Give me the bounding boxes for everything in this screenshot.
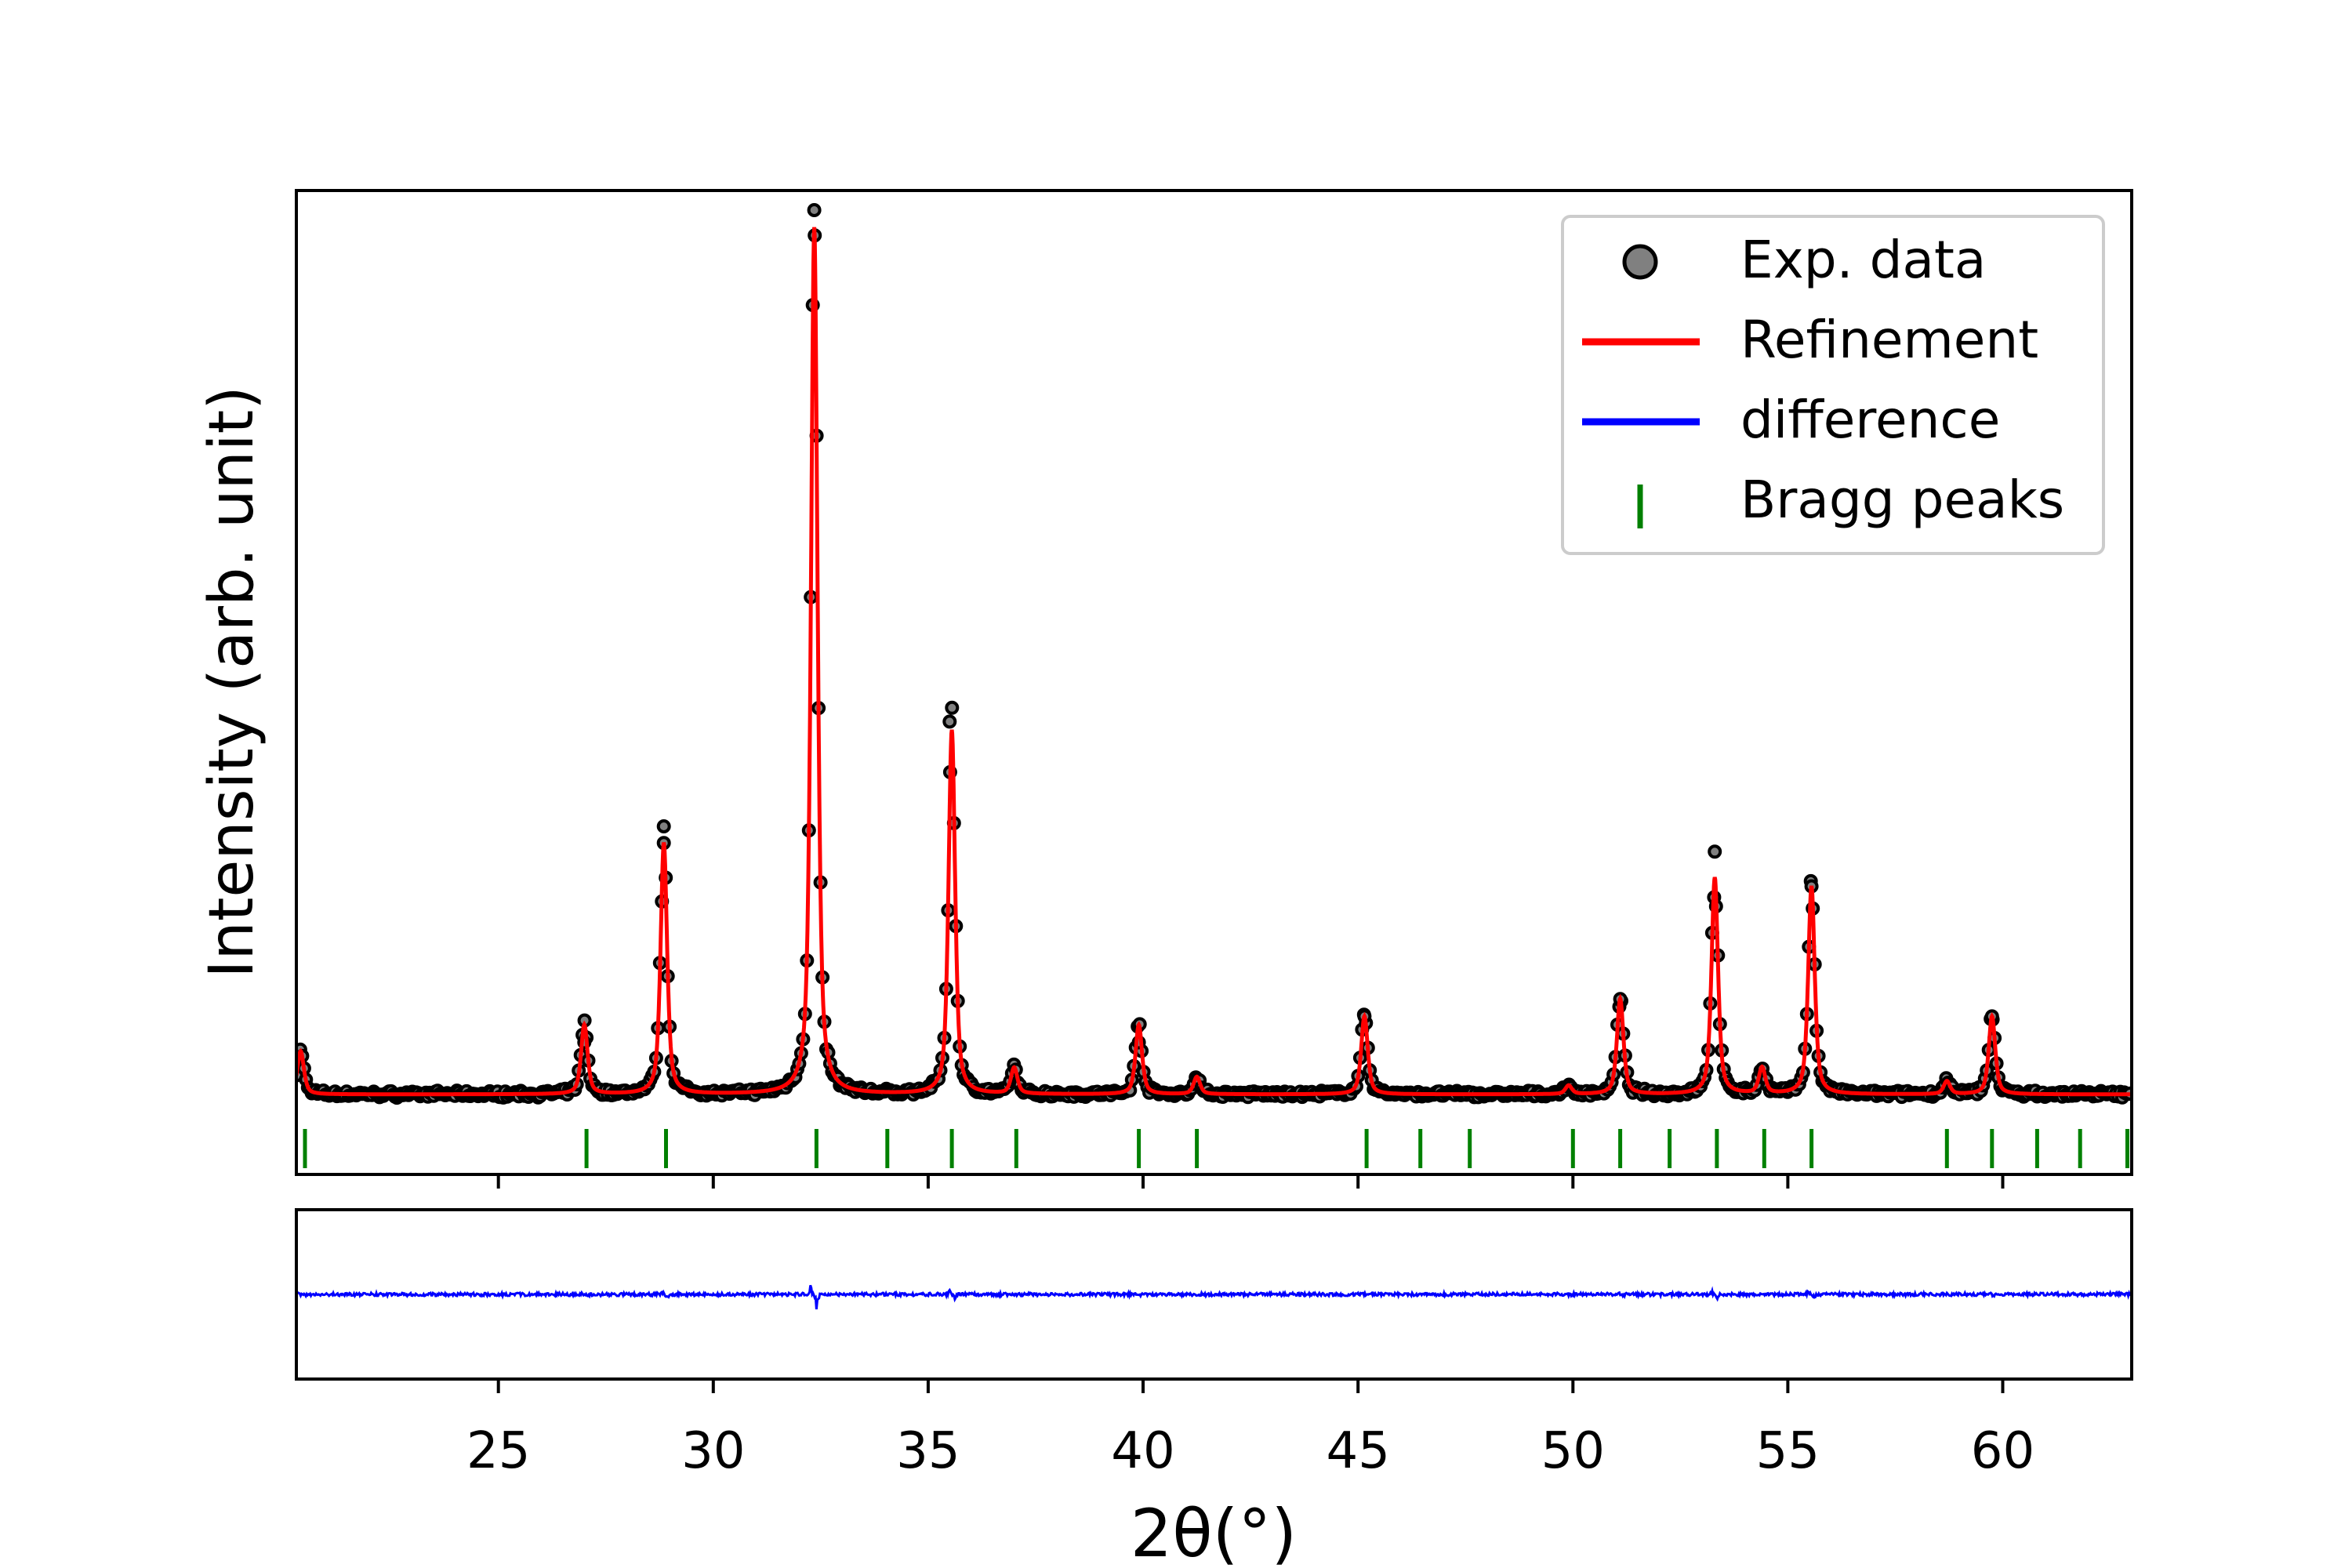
- difference-curve: [296, 1284, 2132, 1310]
- difference-plot-panel: 25 30 35 40 45 50 55 60 2θ(°): [295, 1208, 2133, 1568]
- refinement-curve: [296, 227, 2132, 1097]
- main-plot-panel: Intensity (arb. unit): [197, 189, 2133, 1189]
- main-plot-frame: [295, 189, 2133, 1176]
- x-tick-label: 50: [1541, 1422, 1605, 1480]
- legend-label-refinement: Refinement: [1740, 310, 2038, 370]
- legend-item-difference: difference: [1582, 390, 2000, 450]
- legend-item-exp-data: Exp. data: [1622, 230, 1986, 290]
- x-tick-label: 40: [1111, 1422, 1174, 1480]
- x-tick-label: 60: [1971, 1422, 2034, 1480]
- x-tick-label: 25: [466, 1422, 530, 1480]
- difference-plot-frame: [295, 1208, 2133, 1381]
- legend-label-exp: Exp. data: [1740, 230, 1986, 290]
- x-tick-label: 45: [1326, 1422, 1389, 1480]
- main-x-ticks: [496, 1174, 2005, 1189]
- legend-item-refinement: Refinement: [1582, 310, 2038, 370]
- exp-peak-maximum: [942, 714, 957, 729]
- difference-x-ticks: 25 30 35 40 45 50 55 60: [466, 1379, 2034, 1480]
- x-tick-label: 30: [681, 1422, 745, 1480]
- legend-label-difference: difference: [1740, 390, 2000, 450]
- legend: Exp. data Refinement difference Bragg pe…: [1561, 215, 2105, 555]
- x-tick-label: 35: [896, 1422, 960, 1480]
- exp-data-point: [945, 700, 960, 715]
- x-axis-label: 2θ(°): [1131, 1495, 1297, 1568]
- y-axis-label: Intensity (arb. unit): [197, 386, 267, 978]
- exp-peak-maximum: [1708, 844, 1722, 859]
- legend-item-bragg: Bragg peaks: [1637, 470, 2064, 530]
- legend-box: [1561, 215, 2105, 555]
- legend-exp-marker: [1622, 244, 1658, 280]
- legend-label-bragg: Bragg peaks: [1740, 470, 2064, 530]
- bragg-peak-markers: [303, 1129, 2129, 1168]
- exp-data-point: [656, 819, 671, 833]
- x-tick-label: 55: [1756, 1422, 1820, 1480]
- exp-peak-maximum: [807, 203, 822, 217]
